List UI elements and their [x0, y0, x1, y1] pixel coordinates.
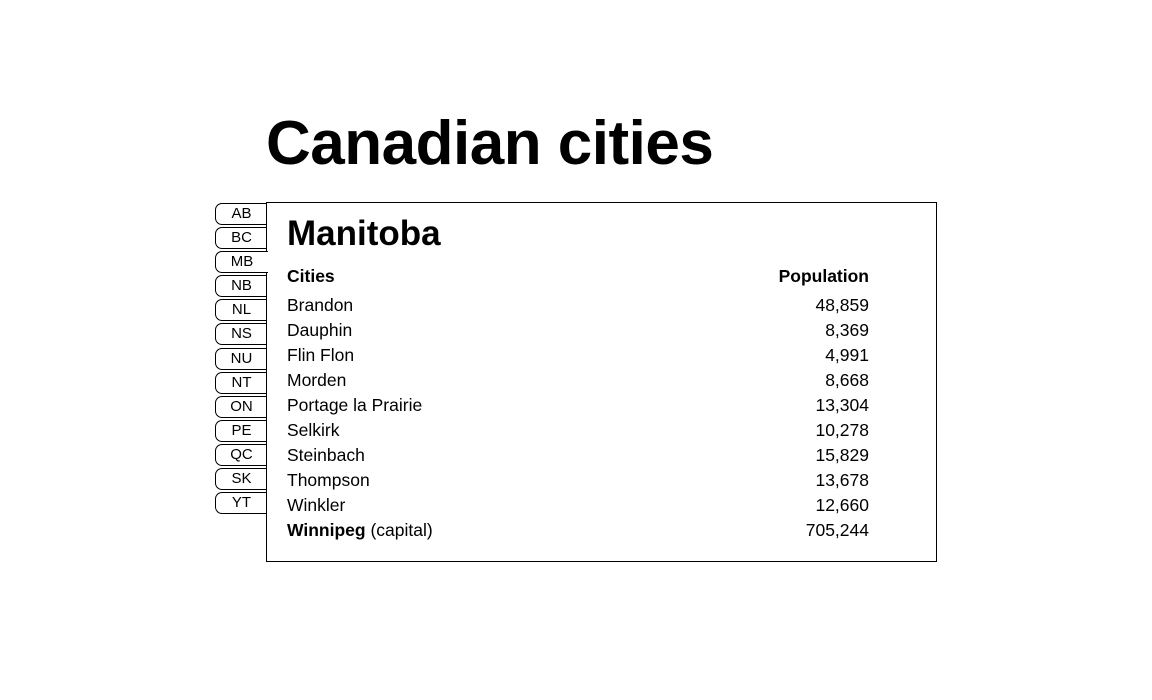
tab-bc[interactable]: BC	[215, 227, 267, 250]
city-population: 8,369	[825, 320, 869, 340]
tab-mb[interactable]: MB	[215, 251, 268, 274]
city-population: 12,660	[815, 495, 869, 515]
city-name: Portage la Prairie	[287, 395, 423, 415]
tab-nb[interactable]: NB	[215, 275, 267, 298]
city-name: Dauphin	[287, 320, 353, 340]
table-row: Portage la Prairie 13,304	[285, 393, 871, 418]
page-title: Canadian cities	[266, 109, 714, 178]
city-name: Brandon	[287, 295, 354, 315]
column-header-population: Population	[778, 266, 869, 286]
city-population: 705,244	[805, 520, 869, 540]
table-header-row: Cities Population	[285, 265, 871, 293]
table-row: Brandon 48,859	[285, 293, 871, 318]
tab-ns[interactable]: NS	[215, 323, 267, 346]
city-name: Flin Flon	[287, 345, 355, 365]
table-row: Winnipeg (capital) 705,244	[285, 518, 871, 543]
city-name: Winkler	[287, 495, 346, 515]
table-row: Selkirk 10,278	[285, 418, 871, 443]
city-name: Winnipeg	[287, 520, 366, 540]
city-population: 48,859	[815, 295, 869, 315]
tab-yt[interactable]: YT	[215, 492, 267, 515]
city-population: 4,991	[825, 345, 869, 365]
city-population: 13,678	[815, 470, 869, 490]
tab-panel-manitoba: Manitoba Cities Population Brandon 48,85…	[266, 202, 937, 562]
province-tab-list: AB BC MB NB NL NS NU NT ON PE QC SK YT	[215, 203, 268, 516]
city-name: Thompson	[287, 470, 370, 490]
city-population: 10,278	[815, 420, 869, 440]
capital-city-cell: Winnipeg (capital)	[285, 518, 644, 543]
table-row: Dauphin 8,369	[285, 318, 871, 343]
cities-table: Cities Population Brandon 48,859 Dauphin…	[285, 265, 871, 543]
table-row: Steinbach 15,829	[285, 443, 871, 468]
panel-title: Manitoba	[287, 214, 441, 253]
table-row: Winkler 12,660	[285, 493, 871, 518]
city-name: Morden	[287, 370, 347, 390]
tab-on[interactable]: ON	[215, 395, 267, 418]
tab-pe[interactable]: PE	[215, 419, 267, 442]
tab-nt[interactable]: NT	[215, 371, 267, 394]
table-row: Flin Flon 4,991	[285, 343, 871, 368]
tab-ab[interactable]: AB	[215, 203, 267, 225]
city-name: Steinbach	[287, 445, 365, 465]
column-header-cities: Cities	[287, 266, 335, 286]
city-population: 13,304	[815, 395, 869, 415]
tab-nl[interactable]: NL	[215, 299, 267, 322]
capital-suffix: (capital)	[365, 520, 433, 540]
table-row: Morden 8,668	[285, 368, 871, 393]
city-population: 8,668	[825, 370, 869, 390]
city-population: 15,829	[815, 445, 869, 465]
table-row: Thompson 13,678	[285, 468, 871, 493]
tab-qc[interactable]: QC	[215, 443, 267, 466]
tab-nu[interactable]: NU	[215, 347, 267, 370]
city-name: Selkirk	[287, 420, 340, 440]
tab-sk[interactable]: SK	[215, 468, 267, 491]
